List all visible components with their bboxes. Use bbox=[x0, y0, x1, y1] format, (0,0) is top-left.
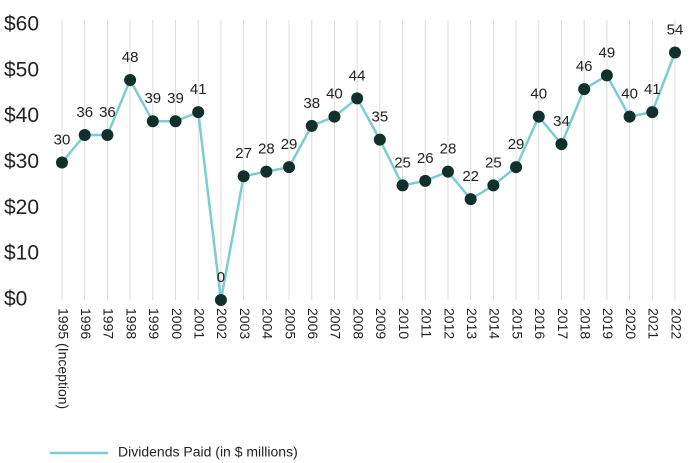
data-point bbox=[351, 92, 364, 105]
data-point bbox=[555, 138, 568, 151]
x-tick-label: 2018 bbox=[577, 308, 593, 339]
data-label: 39 bbox=[144, 90, 161, 107]
data-label: 41 bbox=[190, 81, 207, 98]
data-point bbox=[328, 110, 341, 123]
x-tick-label: 2009 bbox=[373, 308, 389, 339]
data-label: 26 bbox=[417, 150, 434, 167]
x-tick-label: 2004 bbox=[260, 308, 276, 339]
data-point bbox=[260, 165, 273, 178]
data-label: 34 bbox=[553, 113, 570, 130]
x-tick-label: 1995 (Inception) bbox=[55, 308, 71, 409]
x-tick-label: 2002 bbox=[214, 308, 230, 339]
x-tick-label: 2005 bbox=[282, 308, 298, 339]
data-point bbox=[169, 115, 182, 128]
data-label: 30 bbox=[54, 131, 71, 148]
data-label: 49 bbox=[599, 44, 616, 61]
data-label: 40 bbox=[326, 86, 343, 103]
data-label: 29 bbox=[508, 136, 525, 153]
series-line bbox=[61, 52, 677, 301]
x-tick-label: 2003 bbox=[237, 308, 253, 339]
x-tick-label: 2022 bbox=[668, 308, 684, 339]
data-point bbox=[56, 156, 68, 169]
data-label: 0 bbox=[217, 269, 225, 286]
data-label: 29 bbox=[281, 136, 298, 153]
x-tick-label: 2020 bbox=[623, 308, 639, 339]
data-point bbox=[146, 115, 159, 128]
data-point bbox=[237, 170, 250, 183]
x-tick-label: 1996 bbox=[78, 308, 94, 339]
x-tick-label: 2007 bbox=[328, 308, 344, 339]
data-point bbox=[623, 110, 636, 123]
x-tick-label: 2000 bbox=[169, 308, 185, 339]
data-point bbox=[464, 193, 477, 206]
data-point bbox=[578, 83, 591, 96]
data-label: 44 bbox=[349, 67, 366, 84]
x-tick-label: 2010 bbox=[396, 308, 412, 339]
x-tick-label: 2012 bbox=[441, 308, 457, 339]
data-label: 25 bbox=[394, 154, 411, 171]
x-tick-label: 2016 bbox=[532, 308, 548, 339]
data-point bbox=[646, 106, 659, 119]
y-tick-label: $20 bbox=[4, 196, 39, 219]
x-tick-label: 1999 bbox=[146, 308, 162, 339]
data-point bbox=[101, 129, 114, 141]
x-tick-label: 2006 bbox=[305, 308, 321, 339]
data-label: 48 bbox=[122, 49, 139, 66]
data-point bbox=[283, 161, 296, 174]
data-point bbox=[487, 179, 500, 192]
x-tick-label: 2008 bbox=[350, 308, 366, 339]
data-point bbox=[373, 133, 386, 146]
y-tick-label: $60 bbox=[4, 13, 39, 36]
data-point bbox=[669, 46, 681, 59]
legend-label: Dividends Paid (in $ millions) bbox=[118, 444, 298, 460]
x-tick-label: 1998 bbox=[123, 308, 139, 339]
data-point bbox=[124, 74, 137, 86]
x-tick-label: 2019 bbox=[600, 308, 616, 339]
x-tick-label: 2017 bbox=[555, 308, 571, 339]
x-tick-label: 1997 bbox=[101, 308, 117, 339]
data-label: 28 bbox=[440, 141, 457, 158]
y-tick-label: $10 bbox=[4, 242, 39, 265]
y-tick-label: $50 bbox=[4, 58, 39, 81]
data-label: 35 bbox=[372, 109, 389, 126]
data-label: 39 bbox=[167, 90, 184, 107]
data-label: 46 bbox=[576, 58, 593, 75]
data-label: 28 bbox=[258, 141, 275, 158]
data-label: 54 bbox=[667, 21, 684, 38]
x-tick-label: 2011 bbox=[419, 308, 435, 338]
data-point bbox=[532, 110, 545, 123]
data-label: 40 bbox=[621, 86, 638, 103]
x-tick-label: 2014 bbox=[487, 308, 503, 339]
data-point bbox=[305, 119, 318, 132]
data-label: 27 bbox=[235, 145, 252, 162]
x-tick-label: 2013 bbox=[464, 308, 480, 339]
data-point bbox=[192, 106, 205, 119]
data-label: 22 bbox=[462, 168, 479, 185]
x-tick-label: 2001 bbox=[192, 308, 208, 339]
data-point bbox=[396, 179, 409, 192]
data-label: 38 bbox=[303, 95, 320, 112]
y-tick-label: $30 bbox=[4, 150, 39, 173]
data-point bbox=[510, 161, 523, 174]
y-tick-label: $0 bbox=[4, 288, 27, 311]
data-label: 25 bbox=[485, 154, 502, 171]
data-point bbox=[600, 69, 613, 82]
data-label: 36 bbox=[99, 104, 116, 121]
data-label: 40 bbox=[530, 86, 547, 103]
x-tick-label: 2021 bbox=[646, 308, 662, 339]
y-tick-label: $40 bbox=[4, 104, 39, 127]
data-point bbox=[419, 174, 432, 187]
data-point bbox=[214, 294, 227, 306]
data-label: 36 bbox=[76, 104, 93, 121]
data-point bbox=[441, 165, 454, 178]
data-point bbox=[78, 129, 91, 141]
data-label: 41 bbox=[644, 81, 661, 98]
x-tick-label: 2015 bbox=[509, 308, 525, 339]
